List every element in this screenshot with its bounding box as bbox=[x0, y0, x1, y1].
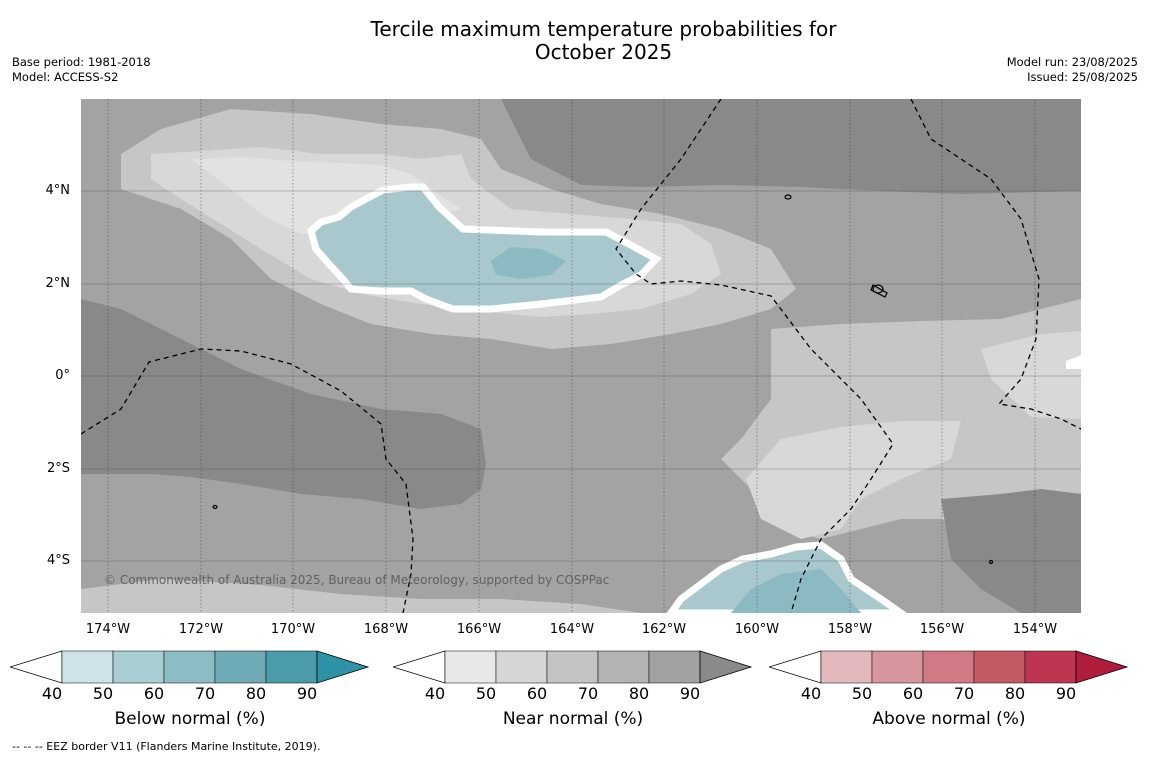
colorbar-below bbox=[10, 650, 370, 684]
model-run-text: Model run: 23/08/2025 bbox=[1006, 55, 1138, 69]
colorbar-above bbox=[769, 650, 1129, 684]
colorbar-near-title: Near normal (%) bbox=[502, 709, 644, 729]
lon-label-166w: 166°W bbox=[456, 622, 502, 637]
region-near-50-60-e bbox=[981, 331, 1081, 419]
colorbar-below-swatch-3 bbox=[214, 650, 267, 684]
region-near-50-60-se bbox=[746, 421, 961, 539]
colorbar-below-tick-70: 70 bbox=[194, 684, 216, 703]
colorbar-near-swatch-3 bbox=[597, 650, 650, 684]
region-below-60-70-center bbox=[491, 247, 566, 279]
region-near-80-90-se bbox=[941, 489, 1081, 613]
colorbar-below-upper-arrow bbox=[316, 650, 370, 684]
lat-label-4s: 4°S bbox=[46, 553, 70, 568]
colorbar-above-tick-40: 40 bbox=[800, 684, 822, 703]
region-near-70-80-s bbox=[81, 474, 741, 613]
region-near-70-80-e bbox=[781, 249, 1081, 339]
colorbar-near-tick-80: 80 bbox=[628, 684, 650, 703]
eez-footnote: -- -- -- EEZ border V11 (Flanders Marine… bbox=[12, 740, 321, 753]
colorbar-above-tick-90: 90 bbox=[1055, 684, 1077, 703]
issued-text: Issued: 25/08/2025 bbox=[1027, 70, 1138, 84]
colorbar-above-swatch-3 bbox=[973, 650, 1026, 684]
lon-label-174w: 174°W bbox=[85, 622, 131, 637]
colorbar-above-upper-arrow bbox=[1075, 650, 1129, 684]
colorbar-below-tick-40: 40 bbox=[41, 684, 63, 703]
map-title-line2: October 2025 bbox=[534, 40, 673, 64]
lon-label-168w: 168°W bbox=[363, 622, 409, 637]
colorbar-near-swatch-4 bbox=[648, 650, 701, 684]
map-title: Tercile maximum temperature probabilitie… bbox=[300, 18, 907, 64]
islands bbox=[212, 194, 994, 565]
colorbar-below-tick-50: 50 bbox=[92, 684, 114, 703]
lat-label-4n: 4°N bbox=[45, 183, 71, 198]
colorbar-near-upper-arrow bbox=[699, 650, 753, 684]
colorbar-near-tick-60: 60 bbox=[526, 684, 548, 703]
eez-borders bbox=[81, 99, 1081, 613]
lon-label-158w: 158°W bbox=[827, 622, 873, 637]
gridlines bbox=[107, 99, 1036, 613]
map-title-line1: Tercile maximum temperature probabilitie… bbox=[370, 17, 837, 41]
colorbar-above-swatch-1 bbox=[871, 650, 924, 684]
colorbar-below-lower-arrow bbox=[10, 650, 63, 684]
model-text: Model: ACCESS-S2 bbox=[12, 70, 119, 84]
colorbar-near-tick-70: 70 bbox=[577, 684, 599, 703]
region-near-80-90-sw bbox=[81, 299, 486, 509]
colorbar-below-swatch-4 bbox=[265, 650, 318, 684]
colorbar-above-swatch-0 bbox=[820, 650, 873, 684]
colorbar-below-tick-90: 90 bbox=[296, 684, 318, 703]
colorbar-near-tick-90: 90 bbox=[679, 684, 701, 703]
colorbar-above-title: Above normal (%) bbox=[872, 709, 1026, 729]
colorbar-above-tick-50: 50 bbox=[851, 684, 873, 703]
colorbar-above-swatch-2 bbox=[922, 650, 975, 684]
colorbar-above-tick-80: 80 bbox=[1004, 684, 1026, 703]
region-near-60-70-s bbox=[81, 579, 641, 613]
probability-map: © Commonwealth of Australia 2025, Bureau… bbox=[81, 99, 1081, 613]
colorbar-near-swatch-2 bbox=[546, 650, 599, 684]
colorbar-above-tick-70: 70 bbox=[953, 684, 975, 703]
colorbar-below-title: Below normal (%) bbox=[114, 709, 266, 729]
colorbar-below-tick-60: 60 bbox=[143, 684, 165, 703]
colorbar-below-tick-80: 80 bbox=[245, 684, 267, 703]
lon-label-172w: 172°W bbox=[178, 622, 224, 637]
base-period-text: Base period: 1981-2018 bbox=[12, 55, 151, 69]
region-near-80-90-ne bbox=[501, 99, 1081, 194]
latitude-lines bbox=[81, 190, 1081, 562]
colorbar-below-swatch-0 bbox=[61, 650, 114, 684]
colorbar-below-swatch-1 bbox=[112, 650, 165, 684]
colorbar-near-swatch-0 bbox=[444, 650, 497, 684]
lon-label-156w: 156°W bbox=[919, 622, 965, 637]
lat-label-0: 0° bbox=[55, 368, 70, 383]
colorbar-near-tick-50: 50 bbox=[475, 684, 497, 703]
region-white-east bbox=[1066, 355, 1081, 369]
lon-label-164w: 164°W bbox=[549, 622, 595, 637]
region-below-50-60-center bbox=[307, 183, 662, 313]
colorbar-near bbox=[393, 650, 753, 684]
meta-left: Base period: 1981-2018 Model: ACCESS-S2 bbox=[12, 55, 151, 85]
region-below-60-70-south bbox=[731, 569, 861, 613]
meta-right: Model run: 23/08/2025 Issued: 25/08/2025 bbox=[1007, 55, 1138, 85]
lon-label-162w: 162°W bbox=[641, 622, 687, 637]
lat-label-2n: 2°N bbox=[45, 276, 71, 291]
colorbar-near-swatch-1 bbox=[495, 650, 548, 684]
colorbar-above-tick-60: 60 bbox=[902, 684, 924, 703]
lon-label-160w: 160°W bbox=[734, 622, 780, 637]
colorbar-above-lower-arrow bbox=[769, 650, 822, 684]
colorbar-near-lower-arrow bbox=[393, 650, 446, 684]
lon-label-154w: 154°W bbox=[1012, 622, 1058, 637]
lon-label-170w: 170°W bbox=[270, 622, 316, 637]
colorbar-near-tick-40: 40 bbox=[424, 684, 446, 703]
copyright-text: © Commonwealth of Australia 2025, Bureau… bbox=[104, 573, 609, 587]
lat-label-2s: 2°S bbox=[46, 461, 70, 476]
colorbar-below-swatch-2 bbox=[163, 650, 216, 684]
colorbar-above-swatch-4 bbox=[1024, 650, 1077, 684]
